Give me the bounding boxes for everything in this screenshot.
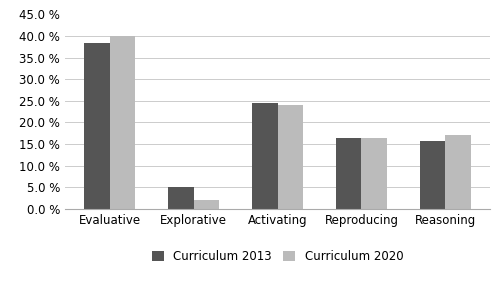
Bar: [194, 200, 218, 209]
Bar: [336, 137, 361, 209]
Bar: [420, 141, 446, 209]
Bar: [362, 137, 386, 209]
Bar: [168, 187, 194, 209]
Bar: [252, 103, 278, 209]
Legend: Curriculum 2013, Curriculum 2020: Curriculum 2013, Curriculum 2020: [152, 250, 404, 263]
Bar: [446, 135, 470, 209]
Bar: [110, 36, 134, 209]
Bar: [278, 105, 302, 209]
Bar: [84, 43, 110, 209]
